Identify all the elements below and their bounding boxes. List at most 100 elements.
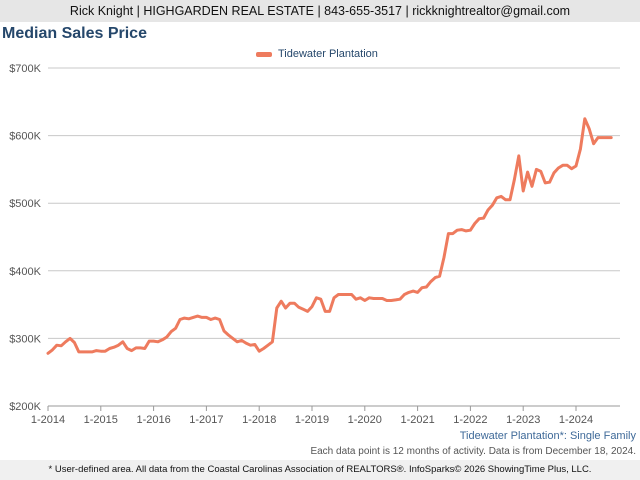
x-tick-label: 1-2019 — [295, 414, 329, 426]
data-point — [174, 327, 177, 330]
data-point — [134, 346, 138, 350]
x-tick-label: 1-2022 — [453, 414, 487, 426]
x-tick-label: 1-2020 — [348, 414, 382, 426]
data-point — [310, 305, 314, 308]
data-point — [574, 164, 578, 168]
data-point — [258, 350, 261, 353]
data-point — [328, 310, 331, 313]
data-point — [152, 339, 155, 343]
data-point — [513, 178, 516, 181]
data-point — [438, 275, 441, 278]
data-point — [561, 164, 564, 167]
x-tick-label: 1-2023 — [506, 414, 540, 426]
data-point — [372, 297, 375, 300]
data-point — [416, 291, 419, 294]
data-point — [90, 350, 94, 354]
data-point — [227, 333, 230, 337]
x-tick-label: 1-2021 — [400, 414, 434, 426]
data-point — [394, 298, 397, 302]
chart-title: Median Sales Price — [2, 25, 147, 42]
data-point — [306, 310, 309, 313]
data-point — [407, 291, 410, 294]
data-point — [385, 299, 388, 302]
data-point — [464, 229, 468, 233]
data-point — [552, 171, 556, 174]
data-point — [82, 350, 85, 354]
data-point — [315, 296, 318, 299]
data-point — [473, 222, 476, 225]
data-point — [244, 341, 248, 345]
y-tick-label: $600K — [9, 131, 41, 143]
x-tick-label: 1-2016 — [136, 414, 170, 426]
data-point — [456, 229, 459, 232]
data-point — [64, 340, 67, 343]
data-point — [319, 298, 322, 301]
data-point — [390, 299, 393, 302]
data-point — [95, 349, 98, 352]
data-point — [249, 344, 252, 347]
data-point — [121, 340, 125, 343]
data-point — [60, 344, 63, 347]
footer-disclaimer: * User-defined area. All data from the C… — [0, 460, 640, 480]
data-point — [214, 316, 217, 320]
data-point — [460, 228, 463, 231]
area-caption: Tidewater Plantation*: Single Family — [459, 430, 636, 442]
data-point — [51, 348, 54, 352]
data-point — [592, 142, 595, 145]
data-point — [583, 117, 586, 120]
data-point — [200, 316, 204, 319]
data-point — [293, 302, 296, 305]
data-point — [104, 350, 107, 353]
data-point — [508, 198, 512, 201]
y-tick-label: $200K — [9, 401, 41, 413]
data-point — [161, 338, 164, 341]
data-point — [346, 293, 349, 296]
data-point — [187, 317, 190, 320]
x-tick-label: 1-2014 — [31, 414, 65, 426]
data-point — [605, 136, 608, 139]
data-point — [579, 147, 582, 151]
data-point — [376, 297, 380, 300]
data-point — [178, 318, 182, 321]
chart-legend[interactable]: Tidewater Plantation — [256, 46, 378, 62]
data-point — [275, 306, 278, 310]
data-point — [324, 310, 327, 313]
data-point — [288, 302, 292, 305]
data-point — [500, 195, 503, 198]
data-point — [504, 198, 507, 201]
data-point — [341, 293, 344, 296]
data-point — [108, 347, 111, 350]
data-point — [381, 297, 384, 300]
contact-banner: Rick Knight | HIGHGARDEN REAL ESTATE | 8… — [0, 0, 640, 22]
data-point — [337, 293, 340, 296]
data-point — [99, 350, 103, 353]
x-tick-label: 1-2015 — [84, 414, 118, 426]
data-point — [478, 217, 481, 220]
data-point — [73, 341, 76, 344]
contact-line: Rick Knight | HIGHGARDEN REAL ESTATE | 8… — [69, 4, 571, 18]
data-point — [522, 189, 525, 193]
data-point — [526, 170, 529, 174]
x-tick-label: 1-2024 — [559, 414, 593, 426]
data-point — [236, 340, 239, 343]
data-point — [429, 280, 432, 283]
data-point — [482, 216, 485, 220]
data-point — [596, 136, 600, 139]
data-point — [205, 316, 208, 319]
data-point — [297, 306, 300, 309]
data-point — [491, 204, 494, 207]
data-point — [363, 299, 366, 302]
data-point — [55, 344, 58, 347]
data-point — [588, 127, 591, 130]
series-line — [46, 117, 613, 355]
y-tick-label: $700K — [9, 63, 41, 75]
data-point — [332, 296, 336, 299]
data-point — [544, 181, 547, 185]
data-point — [130, 349, 133, 352]
data-point — [350, 293, 353, 296]
data-point — [126, 347, 129, 350]
data-point — [486, 208, 490, 212]
data-point — [240, 339, 243, 342]
x-tick-label: 1-2018 — [242, 414, 276, 426]
